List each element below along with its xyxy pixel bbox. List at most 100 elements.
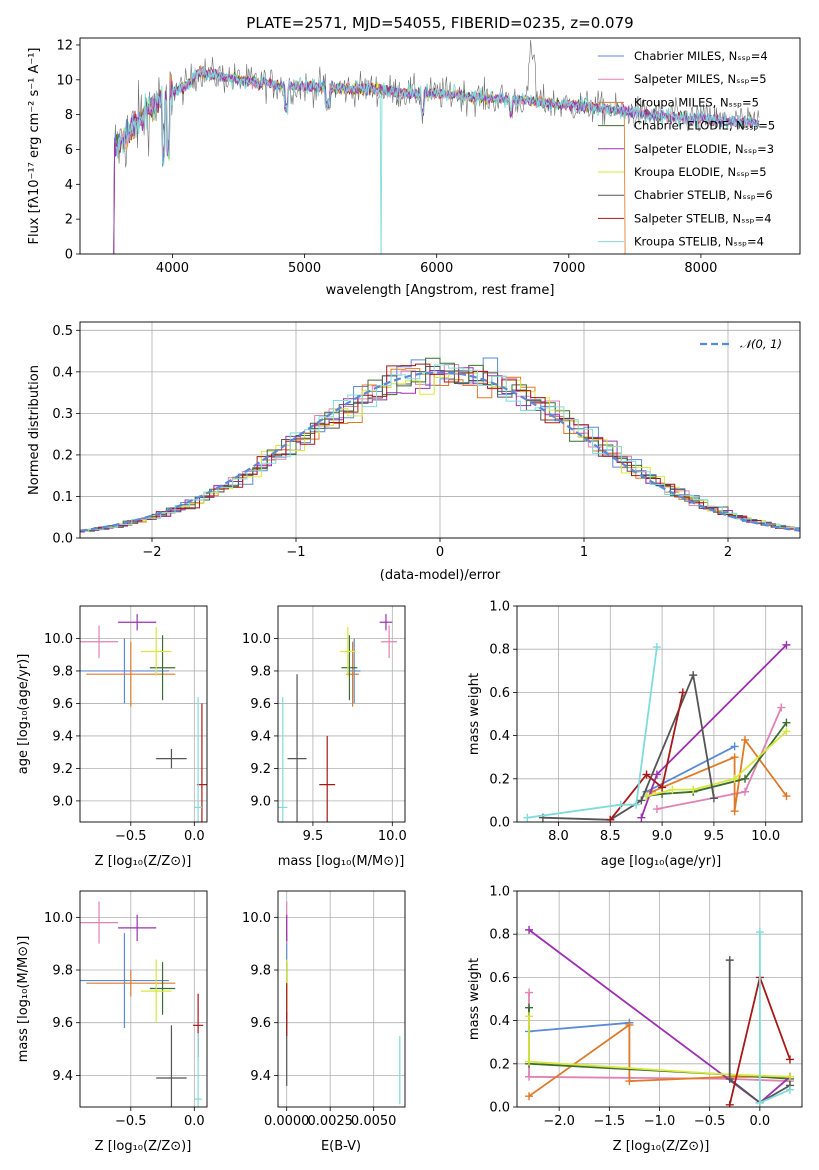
x-tick-label: −1.0 (644, 1114, 676, 1129)
weight-point-marker (525, 1072, 534, 1081)
weight-series-line (656, 707, 783, 810)
weight-point-marker (616, 800, 625, 809)
y-tick-label: 0.4 (489, 729, 510, 744)
y-tick-label: 0.2 (489, 772, 510, 787)
spectrum-title: PLATE=2571, MJD=54055, FIBERID=0235, z=0… (246, 14, 633, 32)
weight-point-marker (782, 727, 791, 736)
x-tick-label: 8.5 (600, 829, 621, 844)
x-tick-label: −1.5 (594, 1114, 626, 1129)
y-tick-label: 9.6 (250, 1016, 271, 1031)
x-tick-label: −1 (286, 545, 305, 560)
weight-point-marker (668, 785, 677, 794)
weight-point-marker (785, 1072, 794, 1081)
y-tick-label: 10.0 (242, 911, 271, 926)
y-tick-label: 0.2 (489, 1057, 510, 1072)
y-tick-label: 2 (65, 213, 73, 228)
spectrum-series-line (115, 66, 759, 254)
y-tick-label: 0.3 (52, 407, 73, 422)
weight-point-marker (689, 785, 698, 794)
legend-entry: Salpeter MILES, Nₛₛₚ=5 (634, 72, 767, 86)
y-tick-label: 9.2 (52, 762, 73, 777)
age-vs-mass-panel: 9.5 10.0 9.0 9.2 9.4 9.6 9.8 10.0 (242, 605, 407, 844)
y-tick-label: 0.2 (52, 448, 73, 463)
x-tick-label: 0.0050 (351, 1114, 397, 1129)
mass-z-ylabel: mass [log₁₀(M/M⊙)] (16, 936, 31, 1063)
y-tick-label: 9.0 (52, 794, 73, 809)
histogram-series-step (80, 364, 800, 532)
weight-series-line (527, 646, 658, 819)
x-tick-label: 0 (436, 545, 444, 560)
weight-point-marker (782, 718, 791, 727)
weight-point-marker (741, 787, 749, 796)
x-tick-label: 4000 (156, 261, 189, 276)
residual-xlabel: (data-model)/error (380, 568, 501, 583)
weight-point-marker (730, 753, 739, 762)
spectrum-panel: 4000 5000 6000 7000 8000 0 2 4 6 8 10 12 Chabrier MI… (56, 37, 801, 276)
residual-ylabel: Normed distribution (27, 365, 42, 495)
spectrum-lines (113, 39, 760, 254)
legend-entry: Salpeter STELIB, Nₛₛₚ=4 (634, 211, 772, 225)
legend-entry: Salpeter ELODIE, Nₛₛₚ=3 (634, 142, 774, 156)
age-mass-xlabel: mass [log₁₀(M/M⊙)] (278, 854, 405, 869)
weight-point-marker (785, 1085, 794, 1094)
x-tick-label: −0.5 (115, 829, 147, 844)
y-tick-label: 0.0 (489, 816, 510, 831)
y-tick-label: 0.6 (489, 971, 510, 986)
age-vs-metallicity-panel: −0.5 0.0 9.0 9.2 9.4 9.6 9.8 10.0 (44, 605, 208, 844)
axes-frame (277, 890, 406, 1108)
weight-point-marker (730, 774, 739, 783)
y-tick-label: 6 (65, 143, 73, 158)
axes-frame (79, 605, 208, 823)
x-tick-label: 8.0 (548, 829, 569, 844)
y-tick-label: 9.0 (250, 794, 271, 809)
y-tick-label: 9.4 (250, 1069, 271, 1084)
errorbar-group (80, 614, 207, 822)
mass-vs-metallicity-panel: −0.5 0.0 9.4 9.6 9.8 10.0 (44, 890, 208, 1129)
weight-point-marker (755, 928, 764, 937)
weight-point-marker (678, 688, 687, 697)
y-tick-label: 0.4 (489, 1014, 510, 1029)
y-tick-label: 9.8 (52, 964, 73, 979)
normal-reference-curve (80, 371, 800, 532)
y-tick-label: 9.4 (52, 1069, 73, 1084)
y-tick-label: 9.6 (250, 697, 271, 712)
weight-point-marker (525, 1003, 534, 1012)
y-tick-label: 10.0 (44, 911, 73, 926)
errorbar-group (80, 901, 204, 1107)
weight-series-line (646, 745, 736, 793)
y-tick-label: 0.1 (52, 490, 73, 505)
y-tick-label: 8 (65, 108, 73, 123)
legend-entry: Kroupa STELIB, Nₛₛₚ=4 (634, 235, 764, 249)
y-tick-label: 9.6 (52, 1016, 73, 1031)
weight-point-marker (525, 1057, 534, 1066)
y-tick-label: 9.8 (250, 664, 271, 679)
y-tick-label: 1.0 (489, 600, 510, 615)
residual-histogram-panel: −2 −1 0 1 2 0.0 0.1 0.2 0.3 0.4 0.5 𝒩(0, 1) (52, 321, 801, 560)
weight-z-ylabel: mass weight (467, 958, 482, 1040)
axes-frame (516, 890, 803, 1108)
mass-z-xlabel: Z [log₁₀(Z/Z⊙)] (95, 1139, 192, 1154)
axes-frame (79, 890, 208, 1108)
x-tick-label: 9.5 (303, 829, 324, 844)
weight-point-marker (652, 770, 661, 779)
weight-point-marker (782, 792, 791, 801)
weight-point-marker (642, 770, 651, 779)
mass-weight-vs-metallicity-panel: −2.0 −1.5 −1.0 −0.5 0.0 0.0 0.2 0.4 0.6 0.8 1.0 (489, 885, 803, 1129)
y-tick-label: 9.4 (250, 729, 271, 744)
y-tick-label: 0.0 (489, 1101, 510, 1116)
x-tick-label: 1 (580, 545, 588, 560)
y-tick-label: 9.2 (250, 762, 271, 777)
weight-age-xlabel: age [log₁₀(age/yr)] (601, 854, 722, 869)
y-tick-label: 9.8 (52, 664, 73, 679)
weight-series-line (728, 960, 791, 1104)
y-tick-label: 0.8 (489, 643, 510, 658)
weight-point-marker (632, 800, 641, 809)
y-tick-label: 0.5 (52, 324, 73, 339)
weight-point-marker (755, 1098, 764, 1107)
y-tick-label: 9.4 (52, 729, 73, 744)
x-tick-label: 0.0 (184, 1114, 205, 1129)
weight-series-line (609, 692, 684, 821)
weight-point-marker (523, 813, 532, 822)
weight-point-marker (525, 1012, 534, 1021)
